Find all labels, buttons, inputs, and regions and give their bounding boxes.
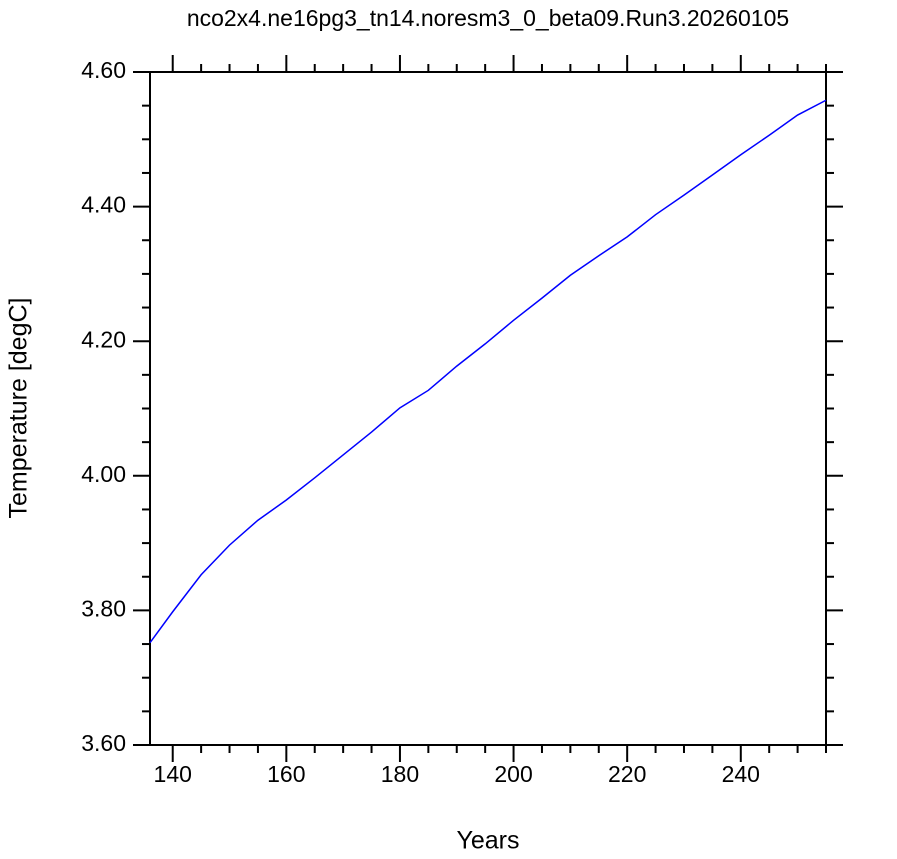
plot-frame xyxy=(149,71,827,746)
chart-title: nco2x4.ne16pg3_tn14.noresm3_0_beta09.Run… xyxy=(187,5,789,31)
x-tick-label: 180 xyxy=(381,761,419,787)
y-tick-label: 4.40 xyxy=(81,192,126,218)
x-tick-label: 220 xyxy=(608,761,646,787)
y-tick-label: 4.20 xyxy=(81,326,126,352)
y-tick-label: 3.60 xyxy=(81,730,126,756)
y-axis-label: Temperature [degC] xyxy=(5,298,33,519)
y-tick-label: 4.00 xyxy=(81,461,126,487)
x-tick-label: 240 xyxy=(722,761,760,787)
x-tick-label: 140 xyxy=(154,761,192,787)
y-tick-label: 3.80 xyxy=(81,595,126,621)
x-axis-label: Years xyxy=(456,827,519,855)
data-line xyxy=(149,99,827,644)
y-tick-label: 4.60 xyxy=(81,57,126,83)
x-tick-label: 200 xyxy=(494,761,532,787)
x-tick-label: 160 xyxy=(267,761,305,787)
